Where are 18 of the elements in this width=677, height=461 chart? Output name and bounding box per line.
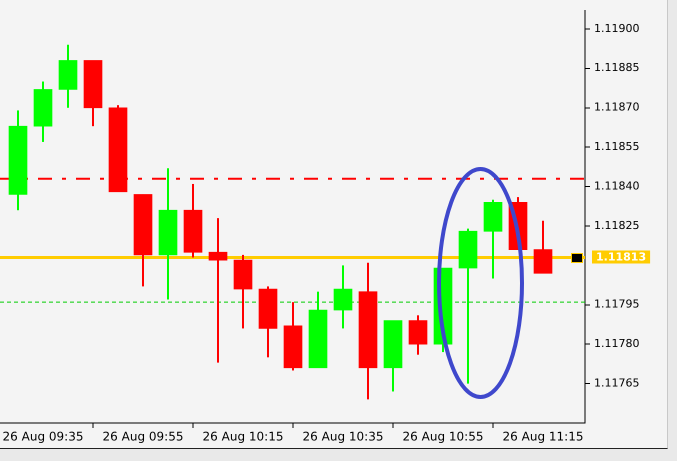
x-tick-label: 26 Aug 10:35: [302, 429, 384, 444]
y-tick-label: 1.11900: [594, 22, 640, 35]
y-tick-label: 1.11885: [594, 61, 640, 74]
x-tick-label: 26 Aug 10:15: [202, 429, 284, 444]
x-tick-label: 26 Aug 09:55: [102, 429, 184, 444]
y-tick-label: 1.11840: [594, 179, 640, 192]
x-tick-label: 26 Aug 10:55: [402, 429, 484, 444]
y-tick-label: 1.11795: [594, 298, 640, 311]
candlestick: [208, 217, 228, 364]
x-tick-label: 26 Aug 11:15: [502, 429, 584, 444]
candlestick: [334, 264, 352, 330]
y-tick-label: 1.11870: [594, 100, 640, 114]
ref-line-label: 1.11813: [596, 250, 646, 264]
y-tick-label: 1.11780: [594, 337, 640, 350]
y-tick-label: 1.11765: [594, 376, 640, 390]
y-tick-label: 1.11855: [594, 140, 640, 154]
x-tick-label: 26 Aug 09:35: [2, 429, 84, 444]
y-tick-label: 1.11825: [594, 218, 640, 232]
